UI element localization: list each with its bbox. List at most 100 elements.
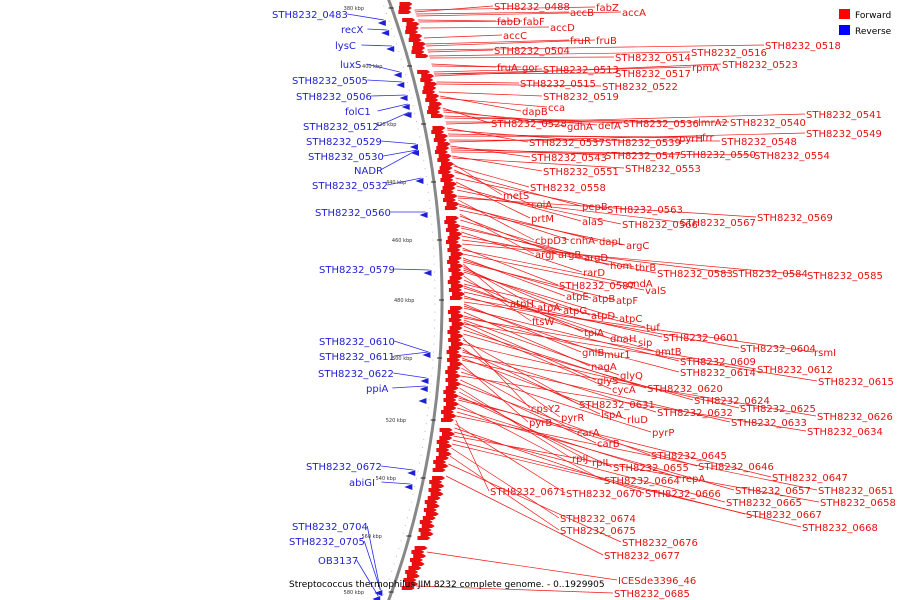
- forward-gene-label[interactable]: gdhA: [567, 122, 593, 133]
- forward-gene-label[interactable]: STH8232_0612: [757, 365, 833, 376]
- forward-gene-label[interactable]: STH8232_0522: [602, 82, 678, 93]
- forward-gene-label[interactable]: STH8232_0514: [615, 53, 691, 64]
- reverse-gene-label[interactable]: luxS: [340, 60, 361, 71]
- forward-gene-label[interactable]: atpE: [566, 292, 589, 303]
- reverse-gene-label[interactable]: STH8232_0530: [308, 152, 384, 163]
- forward-gene-label[interactable]: STH8232_0569: [757, 213, 833, 224]
- forward-gene-label[interactable]: cnhA: [570, 236, 595, 247]
- reverse-gene-label[interactable]: STH8232_0560: [315, 208, 391, 219]
- forward-gene-label[interactable]: STH8232_0671: [490, 487, 566, 498]
- forward-gene-label[interactable]: mur1: [604, 350, 631, 361]
- forward-gene-label[interactable]: STH8232_0516: [691, 48, 767, 59]
- forward-gene-label[interactable]: pyrH: [679, 134, 703, 145]
- forward-gene-label[interactable]: nagA: [591, 362, 617, 373]
- forward-gene-label[interactable]: atpG: [563, 306, 587, 317]
- forward-gene-label[interactable]: STH8232_0675: [560, 526, 636, 537]
- forward-gene-label[interactable]: STH8232_0601: [663, 333, 739, 344]
- reverse-gene-label[interactable]: folC1: [345, 107, 371, 118]
- reverse-gene-label[interactable]: abiGI: [349, 478, 375, 489]
- forward-gene-label[interactable]: atpF: [616, 296, 638, 307]
- forward-gene-label[interactable]: pyrR: [561, 413, 584, 424]
- reverse-gene-label[interactable]: STH8232_0529: [306, 137, 382, 148]
- forward-gene-label[interactable]: valS: [645, 286, 666, 297]
- forward-gene-label[interactable]: STH8232_0585: [807, 271, 883, 282]
- forward-gene-label[interactable]: STH8232_0515: [520, 79, 596, 90]
- forward-gene-label[interactable]: cca: [548, 103, 565, 114]
- forward-gene-label[interactable]: thrB: [635, 263, 656, 274]
- forward-gene-label[interactable]: STH8232_0676: [622, 538, 698, 549]
- forward-gene-label[interactable]: rsmI: [814, 348, 836, 359]
- forward-gene-label[interactable]: STH8232_0658: [820, 498, 896, 509]
- forward-gene-label[interactable]: STH8232_0646: [698, 462, 774, 473]
- forward-gene-label[interactable]: fabF: [523, 17, 545, 28]
- forward-gene-label[interactable]: STH8232_0566: [622, 220, 698, 231]
- forward-gene-label[interactable]: STH8232_0614: [680, 368, 756, 379]
- forward-gene-label[interactable]: STH8232_0615: [818, 377, 894, 388]
- forward-gene-label[interactable]: STH8232_0539: [605, 138, 681, 149]
- forward-gene-label[interactable]: STH8232_0620: [647, 384, 723, 395]
- forward-gene-label[interactable]: STH8232_0651: [818, 486, 894, 497]
- forward-gene-label[interactable]: STH8232_0541: [806, 110, 882, 121]
- reverse-gene-label[interactable]: OB3137: [318, 556, 358, 567]
- reverse-gene-label[interactable]: recX: [341, 25, 364, 36]
- forward-gene-label[interactable]: STH8232_0550: [680, 150, 756, 161]
- forward-gene-label[interactable]: dnaH: [610, 334, 636, 345]
- forward-gene-label[interactable]: STH8232_0668: [802, 523, 878, 534]
- reverse-gene-label[interactable]: STH8232_0505: [292, 76, 368, 87]
- forward-gene-label[interactable]: STH8232_0517: [615, 69, 691, 80]
- reverse-gene-label[interactable]: STH8232_0611: [319, 352, 395, 363]
- forward-gene-label[interactable]: STH8232_0633: [731, 418, 807, 429]
- forward-gene-label[interactable]: STH8232_0685: [614, 589, 690, 600]
- forward-gene-label[interactable]: STH8232_0504: [494, 46, 570, 57]
- forward-gene-label[interactable]: argJ: [535, 250, 554, 261]
- reverse-gene-label[interactable]: STH8232_0506: [296, 92, 372, 103]
- forward-gene-label[interactable]: STH8232_0523: [722, 60, 798, 71]
- forward-gene-label[interactable]: ICESde3396_46: [618, 576, 696, 587]
- forward-gene-label[interactable]: alaS: [582, 217, 603, 228]
- forward-gene-label[interactable]: STH8232_0625: [740, 404, 816, 415]
- forward-gene-label[interactable]: rluD: [627, 415, 648, 426]
- forward-gene-label[interactable]: atpD: [591, 311, 615, 322]
- reverse-gene-label[interactable]: ppiA: [366, 384, 388, 395]
- forward-gene-label[interactable]: STH8232_0540: [730, 118, 806, 129]
- forward-gene-label[interactable]: gor: [522, 63, 539, 74]
- forward-gene-label[interactable]: STH8232_0513: [543, 65, 619, 76]
- forward-gene-label[interactable]: STH8232_0551: [543, 167, 619, 178]
- forward-gene-label[interactable]: STH8232_0563: [607, 205, 683, 216]
- forward-gene-label[interactable]: cpsY2: [531, 404, 561, 415]
- forward-gene-label[interactable]: rarD: [583, 268, 605, 279]
- forward-gene-label[interactable]: STH8232_0536: [623, 119, 699, 130]
- forward-gene-label[interactable]: amtB: [655, 347, 682, 358]
- forward-gene-label[interactable]: STH8232_0543: [531, 153, 607, 164]
- forward-gene-label[interactable]: prtM: [531, 214, 554, 225]
- forward-gene-label[interactable]: fabZ: [596, 3, 619, 14]
- forward-gene-label[interactable]: STH8232_0547: [605, 151, 681, 162]
- forward-gene-label[interactable]: STH8232_0567: [680, 218, 756, 229]
- forward-gene-label[interactable]: STH8232_0587: [559, 281, 635, 292]
- forward-gene-label[interactable]: STH8232_0609: [680, 357, 756, 368]
- forward-gene-label[interactable]: dapL: [599, 237, 624, 248]
- forward-gene-label[interactable]: STH8232_0604: [740, 344, 816, 355]
- forward-gene-label[interactable]: lmrA2: [698, 118, 728, 129]
- forward-gene-label[interactable]: ftsW: [532, 317, 554, 328]
- reverse-gene-label[interactable]: STH8232_0610: [319, 337, 395, 348]
- forward-gene-label[interactable]: tpiA: [584, 328, 604, 339]
- forward-gene-label[interactable]: STH8232_0657: [735, 486, 811, 497]
- forward-gene-label[interactable]: hom: [610, 261, 632, 272]
- forward-gene-label[interactable]: frr: [702, 133, 714, 144]
- forward-gene-label[interactable]: argC: [626, 241, 649, 252]
- forward-gene-label[interactable]: fruA: [497, 63, 518, 74]
- reverse-gene-label[interactable]: lysC: [335, 41, 356, 52]
- reverse-gene-label[interactable]: STH8232_0622: [318, 369, 394, 380]
- forward-gene-label[interactable]: pyrP: [652, 428, 674, 439]
- forward-gene-label[interactable]: sip: [638, 338, 652, 349]
- forward-gene-label[interactable]: STH8232_0488: [494, 2, 570, 13]
- forward-gene-label[interactable]: STH8232_0528: [491, 119, 567, 130]
- forward-gene-label[interactable]: STH8232_0558: [530, 183, 606, 194]
- reverse-gene-label[interactable]: STH8232_0672: [306, 462, 382, 473]
- forward-gene-label[interactable]: atpB: [592, 294, 615, 305]
- reverse-gene-label[interactable]: STH8232_0704: [292, 522, 368, 533]
- forward-gene-label[interactable]: STH8232_0674: [560, 514, 636, 525]
- forward-gene-label[interactable]: STH8232_0548: [721, 137, 797, 148]
- forward-gene-label[interactable]: carA: [577, 428, 600, 439]
